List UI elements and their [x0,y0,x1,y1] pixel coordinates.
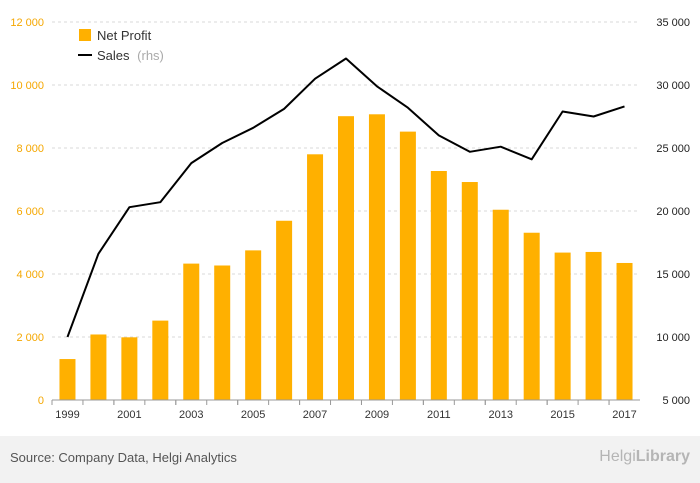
y-right-tick-label: 10 000 [656,332,690,344]
line-series-sales [66,57,625,338]
bar-series-net-profit [59,114,633,401]
y-left-tick-label: 10 000 [10,80,44,92]
y-right-tick-label: 25 000 [656,143,690,155]
legend: Net Profit Sales (rhs) [78,28,164,63]
bar-net-profit [399,131,416,400]
y-left-tick-label: 2 000 [16,332,44,344]
bar-net-profit [492,209,509,400]
x-tick-label: 2007 [303,409,327,421]
y-right-tick-label: 35 000 [656,17,690,29]
bar-net-profit [616,262,633,400]
bar-net-profit [152,320,169,400]
bar-net-profit [90,334,107,400]
bar-net-profit [430,170,447,400]
y-right-tick-label: 30 000 [656,80,690,92]
bar-net-profit [338,116,354,400]
x-tick-label: 1999 [55,409,79,421]
y-right-tick-label: 20 000 [656,206,690,218]
x-tick-label: 2005 [241,409,265,421]
bar-net-profit [461,182,478,400]
y-right-tick-label: 5 000 [662,395,690,407]
bar-net-profit [585,251,602,400]
source-text: Source: Company Data, Helgi Analytics [10,450,237,465]
bar-net-profit [183,263,200,400]
helgi-library-logo: HelgiLibrary [599,448,690,465]
bar-net-profit [121,337,138,400]
footer: Source: Company Data, Helgi Analytics He… [0,436,700,483]
x-tick-label: 2013 [488,409,512,421]
bar-net-profit [523,232,540,400]
x-tick-label: 2017 [612,409,636,421]
x-tick-label: 2003 [179,409,203,421]
bar-net-profit [276,220,293,400]
x-tick-label: 2001 [117,409,141,421]
y-left-tick-label: 4 000 [16,269,44,281]
legend-label-sales-name: Sales [97,48,130,63]
x-tick-label: 2015 [550,409,574,421]
x-tick-label: 2011 [427,409,451,421]
legend-label-net-profit: Net Profit [97,28,152,43]
bar-net-profit [368,114,385,401]
y-left-tick-label: 0 [38,395,44,407]
legend-label-sales-suffix: (rhs) [137,48,164,63]
bar-net-profit [307,154,324,400]
legend-label-sales: Sales (rhs) [97,48,164,63]
axes: 0 2 000 4 000 6 000 8 000 10 000 12 000 5 000 10… [10,17,690,421]
x-tick-label: 2009 [365,409,389,421]
chart-area: 0 2 000 4 000 6 000 8 000 10 000 12 000 5 000 10… [10,17,690,421]
y-right-tick-label: 15 000 [656,269,690,281]
y-left-tick-label: 12 000 [10,17,44,29]
bar-net-profit [59,359,76,400]
y-left-tick-label: 6 000 [16,206,44,218]
bar-net-profit [214,265,231,400]
bar-net-profit [245,250,262,400]
y-left-tick-label: 8 000 [16,143,44,155]
legend-swatch-net-profit [79,29,91,41]
bar-net-profit [554,252,571,400]
